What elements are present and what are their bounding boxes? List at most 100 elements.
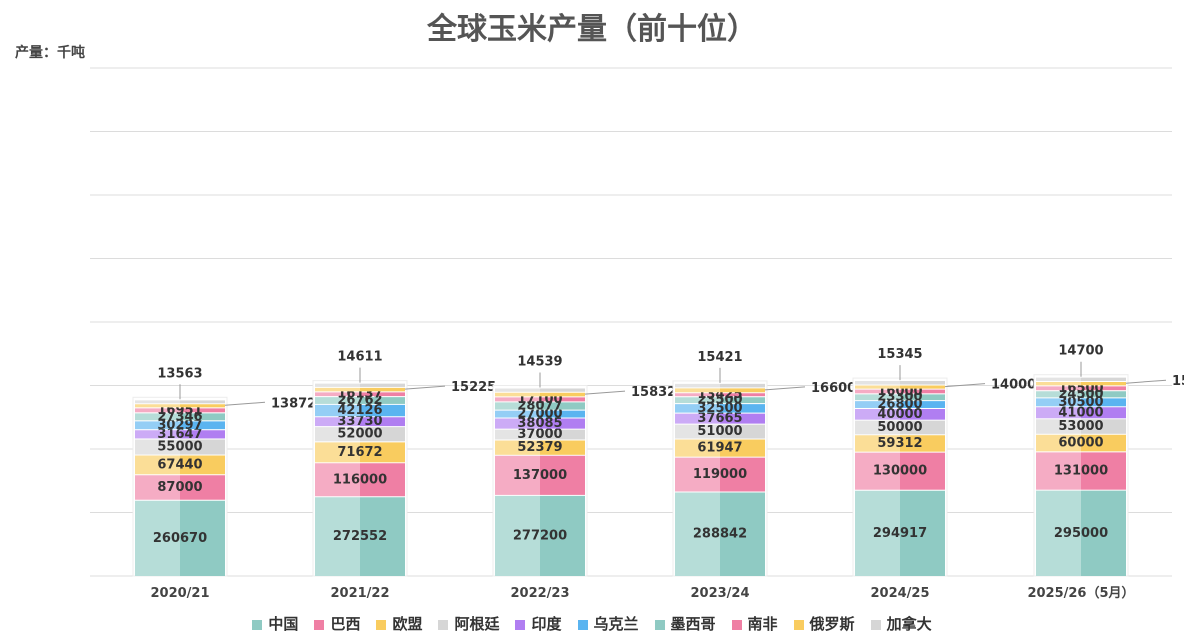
data-label: 87000 — [157, 480, 202, 495]
data-label: 294917 — [873, 526, 927, 541]
bar-segment-left — [315, 396, 360, 404]
bar-segment-left — [1036, 433, 1081, 452]
bar-segment-right — [360, 496, 405, 576]
bar-segment-right — [360, 462, 405, 497]
bar-segment-left — [1036, 418, 1081, 434]
bar-segment-left — [855, 419, 900, 435]
bar-segment-right — [1081, 397, 1126, 407]
legend-item: 中国 — [252, 613, 298, 634]
data-label: 67440 — [157, 457, 202, 472]
legend-label: 欧盟 — [392, 615, 423, 633]
x-tick-label: 2022/23 — [510, 586, 569, 601]
bar-segment-left — [135, 499, 180, 576]
bar-segment-right — [180, 454, 225, 475]
data-label: 24500 — [1058, 387, 1103, 402]
bar-segment-right — [180, 420, 225, 430]
data-label: 27000 — [517, 407, 562, 422]
bar-segment — [855, 488, 945, 576]
data-label: 15000 — [1172, 374, 1184, 389]
data-label: 30500 — [1058, 395, 1103, 410]
legend-label: 加拿大 — [886, 615, 932, 633]
legend-item: 印度 — [515, 613, 562, 634]
data-label: 23500 — [697, 393, 742, 408]
bar-segment-left — [855, 451, 900, 490]
bar-segment-left — [315, 416, 360, 427]
data-label: 38085 — [517, 416, 562, 431]
x-tick-label: 2021/22 — [330, 586, 389, 601]
bar-segment-left — [135, 412, 180, 421]
bar-segment-left — [1036, 451, 1081, 490]
data-label: 52000 — [337, 427, 382, 442]
bar-segment-left — [1036, 390, 1081, 398]
bar-segment — [1036, 379, 1126, 386]
label-leader-line — [764, 386, 806, 391]
data-label: 260670 — [153, 531, 207, 546]
bar-segment-right — [360, 382, 405, 387]
bar-segment-left — [1036, 380, 1081, 386]
bar-segment-right — [720, 382, 765, 388]
bar-segment — [675, 381, 765, 388]
legend-label: 阿根廷 — [454, 615, 500, 633]
bar-segment-left — [675, 403, 720, 413]
bar-segment-right — [180, 399, 225, 404]
bar-segment-right — [1081, 451, 1126, 490]
data-label: 137000 — [513, 468, 567, 483]
bar-segment-left — [1036, 489, 1081, 576]
bar-segment-left — [135, 399, 180, 404]
bar-segment-right — [1081, 433, 1126, 452]
label-leader-line — [944, 383, 986, 388]
bar-segment-right — [360, 426, 405, 442]
bar-segment-left — [495, 428, 540, 440]
bar-segment-left — [315, 426, 360, 442]
bar-segment-left — [495, 391, 540, 397]
bar-segment-left — [855, 434, 900, 452]
bar-segment-right — [720, 438, 765, 457]
bar-segment-right — [360, 441, 405, 463]
data-label: 288842 — [693, 527, 747, 542]
data-label: 71672 — [337, 445, 382, 460]
bar-segment-right — [540, 391, 585, 397]
bar-segment-right — [900, 489, 945, 576]
bar-segment-left — [675, 438, 720, 457]
bar-segment — [495, 386, 585, 392]
bar-segment-left — [495, 417, 540, 429]
chart-title: 全球玉米产量（前十位） — [427, 12, 757, 47]
bar-segment-left — [855, 384, 900, 389]
chart-legend: 中国 巴西 欧盟 阿根廷 印度 乌克兰 墨西哥 南非 俄罗斯 加拿大 — [0, 613, 1184, 634]
data-label: 13563 — [157, 366, 202, 381]
bar-segment-right — [540, 494, 585, 576]
bar-segment — [495, 416, 585, 429]
bar-segment-left — [675, 387, 720, 393]
data-label: 33730 — [337, 414, 382, 429]
data-label: 15345 — [877, 347, 922, 362]
bar-segment-left — [675, 412, 720, 424]
bar-segment-right — [360, 396, 405, 404]
legend-item: 欧盟 — [376, 613, 422, 634]
bar-segment — [855, 379, 945, 385]
data-label: 55000 — [157, 440, 202, 455]
legend-label: 中国 — [268, 615, 299, 633]
bar-segment-left — [1036, 385, 1081, 391]
legend-label: 乌克兰 — [593, 615, 639, 633]
bar-segment-right — [180, 412, 225, 421]
bar-segment-right — [360, 391, 405, 397]
bar-segment-right — [360, 403, 405, 417]
x-tick-label: 2025/26（5月） — [1027, 585, 1134, 601]
bar-segment — [675, 386, 765, 393]
data-label: 53000 — [1058, 419, 1103, 434]
data-label: 31647 — [157, 427, 202, 442]
bar-segment-left — [675, 491, 720, 576]
bar-segment-right — [900, 380, 945, 385]
bar-segment — [315, 461, 405, 497]
bar-segment-right — [540, 387, 585, 392]
bar-segment — [315, 381, 405, 387]
legend-swatch — [731, 619, 742, 630]
data-label: 60000 — [1058, 436, 1103, 451]
legend-item: 阿根廷 — [438, 613, 499, 634]
bar-segment-left — [495, 439, 540, 455]
data-label: 28077 — [517, 399, 562, 414]
data-label: 14000 — [991, 378, 1036, 393]
legend-item: 加拿大 — [870, 613, 932, 634]
label-leader-line — [404, 385, 446, 390]
bar-segment-right — [540, 417, 585, 429]
